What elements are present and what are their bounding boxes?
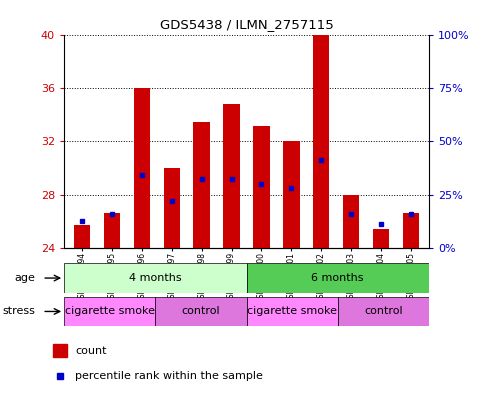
Bar [403,213,419,248]
Bar [246,263,429,293]
Bar [53,344,67,357]
Title: GDS5438 / ILMN_2757115: GDS5438 / ILMN_2757115 [160,18,333,31]
Text: cigarette smoke: cigarette smoke [65,307,155,316]
Bar [134,88,150,248]
Text: age: age [14,273,35,283]
Bar [343,195,359,248]
Bar [155,297,246,326]
Bar [104,213,120,248]
Text: control: control [181,307,220,316]
Text: cigarette smoke: cigarette smoke [247,307,337,316]
Bar [373,229,389,248]
Bar [164,168,180,248]
Text: stress: stress [2,307,35,316]
Bar [313,35,329,248]
Bar [338,297,429,326]
Bar [246,297,338,326]
Bar [283,141,300,248]
Bar [74,225,90,248]
Bar [64,263,246,293]
Bar [223,105,240,248]
Text: 6 months: 6 months [312,273,364,283]
Bar [253,125,270,248]
Text: control: control [364,307,403,316]
Text: percentile rank within the sample: percentile rank within the sample [75,371,263,381]
Text: count: count [75,346,106,356]
Bar [64,297,155,326]
Text: 4 months: 4 months [129,273,181,283]
Bar [193,121,210,248]
